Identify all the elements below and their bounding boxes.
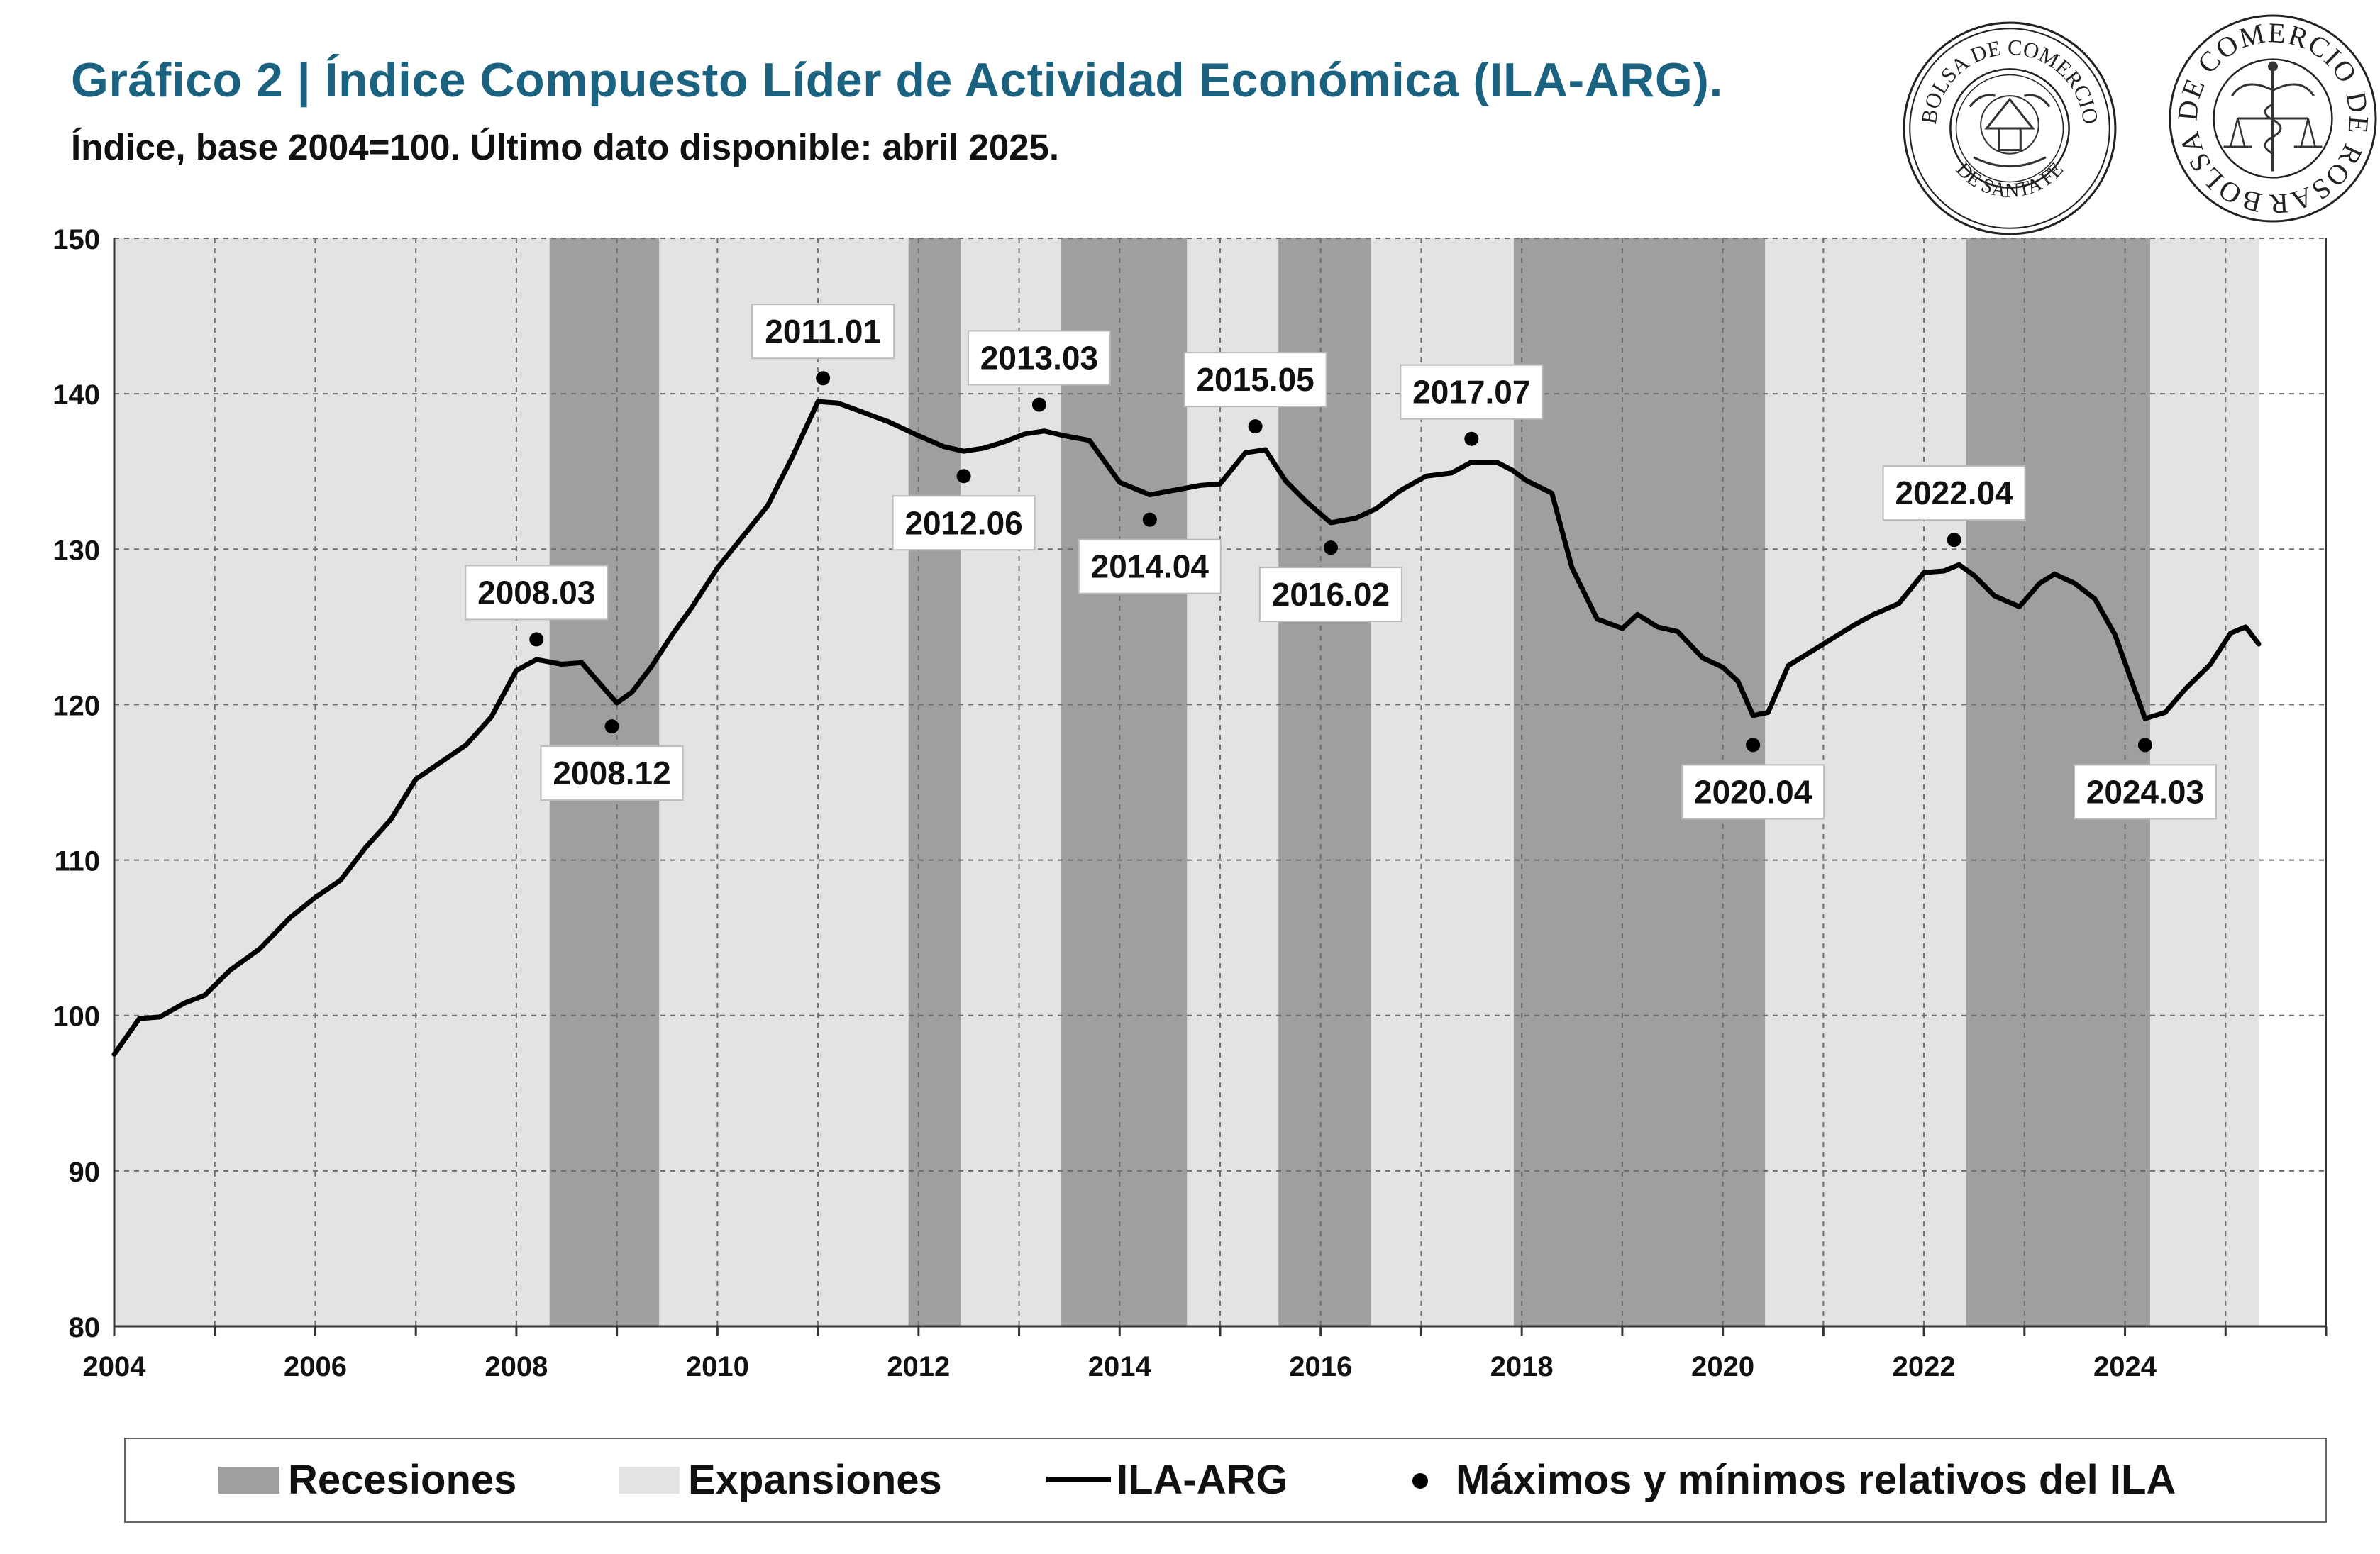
expansion-band-2 <box>659 238 909 1326</box>
turning-point-label-text: 2020.04 <box>1694 773 1812 810</box>
turning-point-label-2020.04: 2020.04 <box>1681 764 1825 820</box>
turning-point-label-text: 2017.07 <box>1412 374 1530 411</box>
bcsf-seal-logo: BOLSA DE COMERCIO DE SANTA FE <box>1903 21 2117 235</box>
turning-point-2011.01 <box>816 371 831 386</box>
y-tick-label-90: 90 <box>69 1157 101 1188</box>
y-tick-label-150: 150 <box>52 224 100 255</box>
y-tick-label-110: 110 <box>54 846 100 877</box>
x-tick-label-2012: 2012 <box>887 1351 950 1382</box>
turning-point-label-box <box>1882 465 2026 521</box>
turning-point-label-box <box>1400 364 1544 420</box>
turning-point-label-box <box>1078 538 1222 594</box>
expansion-band-4 <box>1187 238 1279 1326</box>
x-tick-label-2006: 2006 <box>284 1351 347 1382</box>
legend-line-label: ILA-ARG <box>1117 1457 1288 1503</box>
turning-point-label-text: 2008.03 <box>477 574 595 611</box>
legend-point-swatch <box>1412 1473 1428 1489</box>
expansion-band-1 <box>114 238 550 1326</box>
turning-points-layer: 2008.03 2008.12 2011.01 2012.06 2013.03 2014.… <box>465 304 2217 820</box>
turning-point-label-text: 2011.01 <box>765 313 881 350</box>
y-tick-label-120: 120 <box>52 690 100 721</box>
turning-point-2013.03 <box>1031 397 1046 412</box>
turning-point-label-text: 2015.05 <box>1196 361 1314 398</box>
turning-point-label-box <box>2073 764 2217 820</box>
legend-recession-label: Recesiones <box>288 1457 516 1503</box>
y-tick-label-130: 130 <box>52 535 100 566</box>
x-tick-label-2008: 2008 <box>485 1351 548 1382</box>
turning-point-2008.12 <box>604 719 619 734</box>
turning-point-label-2008.12: 2008.12 <box>540 745 684 801</box>
turning-point-label-text: 2022.04 <box>1895 474 2013 511</box>
turning-point-label-2013.03: 2013.03 <box>967 330 1111 386</box>
legend-expansion-label: Expansiones <box>688 1457 942 1503</box>
turning-point-label-2016.02: 2016.02 <box>1258 567 1402 623</box>
legend-expansion-swatch <box>619 1467 680 1494</box>
recession-band-3 <box>1061 238 1188 1326</box>
bcr-seal-logo: BOLSA DE COMERCIO DE ROSARIO <box>2167 13 2377 223</box>
turning-point-label-2015.05: 2015.05 <box>1183 352 1327 408</box>
turning-point-2012.06 <box>956 469 971 484</box>
axes: 80 90 100 110 120 130 140 150 2004 2006 2008 2010 20… <box>52 224 2328 1382</box>
x-tick-label-2018: 2018 <box>1490 1351 1554 1382</box>
recession-band-2 <box>908 238 961 1326</box>
legend-point-label: Máximos y mínimos relativos del ILA <box>1456 1457 2176 1503</box>
turning-point-label-box <box>1681 764 1825 820</box>
series-layer <box>111 399 2262 1057</box>
turning-point-label-text: 2024.03 <box>2086 773 2204 810</box>
turning-point-2024.03 <box>2137 738 2152 753</box>
turning-point-2014.04 <box>1142 512 1157 527</box>
turning-point-2008.03 <box>529 632 544 647</box>
turning-point-2020.04 <box>1746 738 1761 753</box>
turning-point-2022.04 <box>1947 533 1961 548</box>
turning-point-label-2022.04: 2022.04 <box>1882 465 2026 521</box>
turning-point-label-box <box>967 330 1111 386</box>
legend-recession-swatch <box>218 1467 279 1494</box>
turning-point-label-2008.03: 2008.03 <box>465 565 609 621</box>
turning-point-label-2017.07: 2017.07 <box>1400 364 1544 420</box>
y-tick-label-100: 100 <box>52 1001 100 1033</box>
x-tick-label-2016: 2016 <box>1289 1351 1352 1382</box>
x-tick-label-2020: 2020 <box>1691 1351 1754 1382</box>
chart-title: Gráfico 2 | Índice Compuesto Líder de Ac… <box>71 53 1723 107</box>
y-tick-label-140: 140 <box>52 379 100 411</box>
turning-point-label-box <box>540 745 684 801</box>
x-tick-label-2004: 2004 <box>83 1351 147 1382</box>
turning-point-label-text: 2014.04 <box>1091 548 1210 585</box>
turning-point-label-2024.03: 2024.03 <box>2073 764 2217 820</box>
turning-point-label-2011.01: 2011.01 <box>751 304 895 360</box>
turning-point-label-box <box>1258 567 1402 623</box>
turning-point-label-text: 2016.02 <box>1272 576 1390 613</box>
turning-point-2015.05 <box>1248 419 1263 434</box>
chart-subtitle: Índice, base 2004=100. Último dato dispo… <box>71 127 1060 167</box>
turning-point-label-2012.06: 2012.06 <box>892 495 1036 551</box>
expansion-band-3 <box>961 238 1062 1326</box>
x-tick-label-2010: 2010 <box>686 1351 749 1382</box>
series-line-ila-arg <box>111 399 2262 1057</box>
turning-point-label-2014.04: 2014.04 <box>1078 538 1222 594</box>
turning-point-label-text: 2012.06 <box>904 504 1022 541</box>
x-tick-label-2024: 2024 <box>2093 1351 2157 1382</box>
turning-point-label-box <box>465 565 609 621</box>
x-tick-label-2022: 2022 <box>1893 1351 1956 1382</box>
turning-point-label-text: 2013.03 <box>980 339 1098 376</box>
turning-point-label-text: 2008.12 <box>553 755 670 792</box>
y-tick-label-80: 80 <box>69 1312 101 1343</box>
legend-frame <box>124 1438 2327 1523</box>
turning-point-2017.07 <box>1464 431 1479 446</box>
recession-band-4 <box>1278 238 1371 1326</box>
turning-point-2016.02 <box>1323 540 1338 555</box>
turning-point-label-box <box>1183 352 1327 408</box>
x-tick-label-2014: 2014 <box>1088 1351 1152 1382</box>
turning-point-label-box <box>751 304 895 360</box>
legend: Recesiones Expansiones ILA-ARG Máximos y… <box>124 1438 2327 1523</box>
turning-point-label-box <box>892 495 1036 551</box>
